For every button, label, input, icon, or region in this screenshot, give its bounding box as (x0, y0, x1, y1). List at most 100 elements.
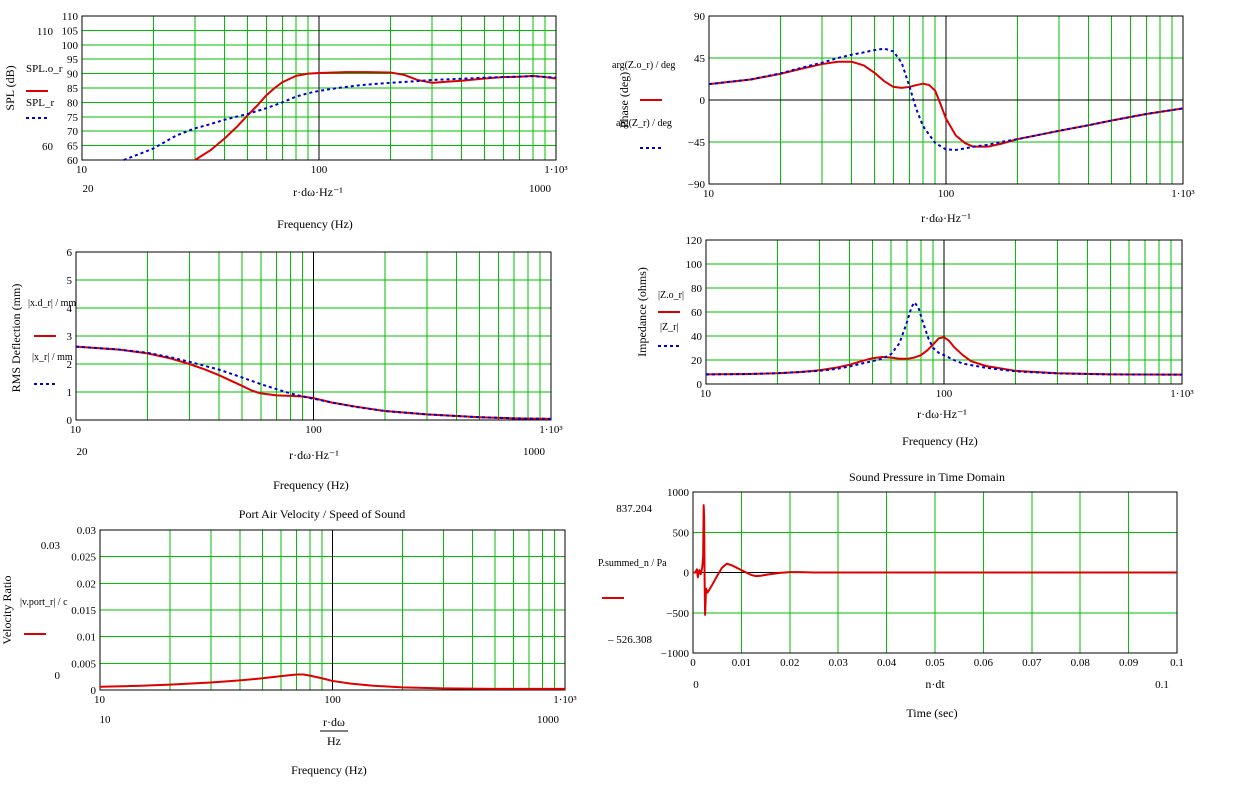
spl-ytick-label: 60 (67, 155, 79, 167)
spl-xmax-marker: 1000 (529, 183, 552, 195)
impedance-x-axis-label: Frequency (Hz) (902, 434, 978, 448)
spl-ytick-label: 110 (62, 11, 79, 23)
spl-ytick-label: 80 (67, 97, 79, 109)
impedance-xtick-label: 100 (936, 388, 953, 400)
spl-ymin-marker: 60 (42, 141, 54, 153)
phase-xtick-label: 10 (703, 188, 715, 200)
impedance-legend: |Z.o_r| |Z_r| (658, 290, 684, 347)
phase-y-axis-label: Phase (deg) (617, 72, 631, 128)
port-y-axis-label: Velocity Ratio (0, 576, 14, 645)
port-series-red-line (99, 673, 565, 690)
time-x-axis-label: Time (sec) (906, 706, 957, 720)
phase-legend-red-text: arg(Z.o_r) / deg (612, 60, 675, 71)
phase-xtick-label: 1·10³ (1171, 188, 1195, 200)
time-xmin-marker: 0 (693, 679, 699, 691)
spl-xtick-label: 1·10³ (544, 164, 568, 176)
deflection-legend-red-text: |x.d_r| / mm (28, 298, 76, 309)
phase-legend: arg(Z.o_r) / deg arg(Z_r) / deg (612, 60, 675, 149)
port-ymin-marker: 0 (55, 670, 61, 682)
phase-series-blue-line (708, 47, 1184, 151)
spl-ytick-label: 75 (67, 112, 79, 124)
deflection-grid (75, 251, 552, 421)
spl-x-axis-label: Frequency (Hz) (277, 217, 353, 231)
time-xtick-label: 0.04 (877, 657, 897, 669)
port-legend: |v.port_r| / c (20, 597, 68, 635)
port-chart-title: Port Air Velocity / Speed of Sound (239, 507, 405, 521)
deflection-xmax-marker: 1000 (523, 446, 546, 458)
impedance-series-blue-line (705, 300, 1183, 376)
port-xtick-label: 100 (324, 694, 341, 706)
impedance-ticks: 0 20 40 60 80 100 120 10 100 1·10³ (686, 235, 1195, 400)
spl-legend-blue-text: SPL_r (26, 97, 54, 109)
phase-series (708, 47, 1184, 151)
time-ytick-label: 500 (673, 527, 690, 539)
phase-series-red-line (708, 60, 1184, 148)
port-frame (99, 529, 566, 691)
impedance-ytick-label: 120 (686, 235, 703, 247)
spl-ytick-label: 70 (67, 126, 79, 138)
spl-xtick-label: 10 (76, 164, 88, 176)
phase-chart: −90 −45 0 45 90 10 100 1·10³ r·dω·Hz⁻¹ Phase (d… (612, 11, 1195, 225)
spl-ytick-label: 95 (67, 54, 79, 66)
time-legend: P.summed_n / Pa (598, 558, 667, 599)
deflection-ytick-label: 2 (67, 359, 73, 371)
deflection-chart: 0 1 2 3 4 5 6 10 100 1·10³ 20 1000 r·dω·Hz⁻¹ Freq… (9, 247, 563, 492)
port-ytick-label: 0.005 (71, 658, 96, 670)
port-ytick-label: 0.015 (71, 605, 96, 617)
time-xtick-label: 0.01 (732, 657, 751, 669)
time-xtick-label: 0.05 (925, 657, 945, 669)
deflection-y-axis-label: RMS Deflection (mm) (9, 284, 23, 393)
phase-ytick-label: 90 (694, 11, 706, 23)
impedance-ytick-label: 0 (697, 379, 703, 391)
port-x-expression-numerator: r·dω (323, 715, 345, 729)
deflection-ytick-label: 3 (67, 331, 73, 343)
spl-ytick-label: 100 (62, 40, 79, 52)
phase-x-expression: r·dω·Hz⁻¹ (921, 211, 971, 225)
port-xmax-marker: 1000 (537, 714, 560, 726)
deflection-series (75, 345, 552, 420)
time-ytick-label: −500 (666, 608, 689, 620)
spl-xtick-label: 100 (311, 164, 328, 176)
time-legend-red-text: P.summed_n / Pa (598, 558, 667, 569)
phase-legend-blue-text: arg(Z_r) / deg (616, 118, 672, 129)
port-legend-red-text: |v.port_r| / c (20, 597, 68, 608)
phase-xtick-label: 100 (938, 188, 955, 200)
port-x-axis-label: Frequency (Hz) (291, 763, 367, 777)
deflection-ticks: 0 1 2 3 4 5 6 10 100 1·10³ (67, 247, 564, 436)
impedance-xtick-label: 1·10³ (1170, 388, 1194, 400)
phase-frame (708, 15, 1184, 185)
phase-grid (708, 15, 1184, 185)
spl-grid (81, 15, 557, 161)
impedance-legend-blue-text: |Z_r| (660, 322, 678, 333)
phase-ytick-label: −45 (688, 137, 706, 149)
time-ytick-label: 0 (684, 568, 690, 580)
phase-ytick-label: −90 (688, 179, 706, 191)
time-xmax-marker: 0.1 (1155, 679, 1169, 691)
spl-ytick-label: 90 (67, 69, 79, 81)
impedance-ytick-label: 80 (691, 283, 703, 295)
impedance-ytick-label: 100 (686, 259, 703, 271)
deflection-frame (75, 251, 552, 421)
spl-ytick-label: 85 (67, 83, 79, 95)
deflection-ytick-label: 5 (67, 275, 73, 287)
time-ymin-marker: – 526.308 (607, 634, 653, 646)
deflection-xtick-label: 1·10³ (539, 424, 563, 436)
port-ytick-label: 0.01 (77, 632, 96, 644)
time-x-expression: n·dt (925, 677, 945, 691)
spl-legend: SPL.o_r SPL_r (26, 63, 63, 119)
port-ticks: 0 0.005 0.01 0.015 0.02 0.025 0.03 10 100 1·10³ (71, 525, 577, 706)
impedance-chart: 0 20 40 60 80 100 120 10 100 1·10³ r·dω·Hz⁻¹ Freq… (635, 235, 1194, 448)
impedance-legend-red-text: |Z.o_r| (658, 290, 684, 301)
time-xtick-label: 0.02 (780, 657, 799, 669)
deflection-ytick-label: 1 (67, 387, 73, 399)
impedance-y-axis-label: Impedance (ohms) (635, 267, 649, 357)
phase-ytick-label: 45 (694, 53, 706, 65)
impedance-series (705, 300, 1183, 376)
port-xtick-label: 10 (94, 694, 106, 706)
deflection-ytick-label: 4 (67, 303, 73, 315)
time-xtick-label: 0.1 (1170, 657, 1184, 669)
port-series (99, 673, 565, 690)
spl-series (123, 71, 557, 161)
